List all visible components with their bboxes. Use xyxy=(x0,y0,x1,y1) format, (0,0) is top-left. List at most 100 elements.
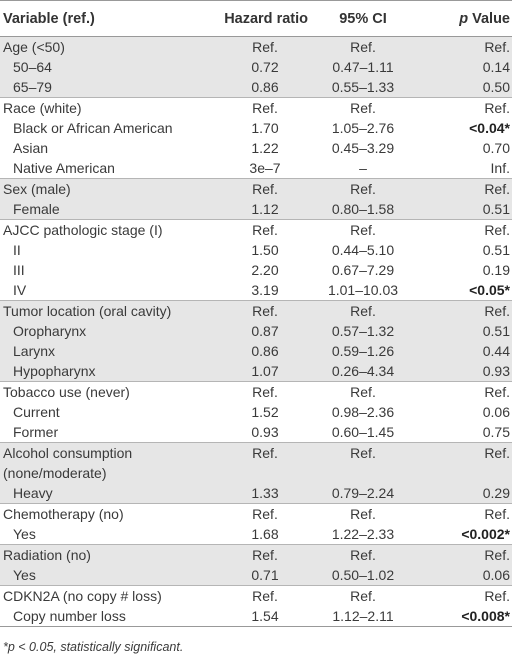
table-row: Asian 1.22 0.45–3.29 0.70 xyxy=(0,138,512,158)
cell-p-value: 0.93 xyxy=(418,361,512,382)
cell-variable: Yes xyxy=(13,526,36,542)
cell-hazard-ratio: 1.07 xyxy=(196,361,308,382)
cell-variable: Yes xyxy=(0,565,196,586)
cell-p-value: 0.51 xyxy=(418,199,512,220)
cell-variable: IV xyxy=(13,282,27,298)
cell-p-value: Ref. xyxy=(418,300,512,321)
cell-ci xyxy=(308,463,418,483)
table-row: Age (<50) Ref. Ref. Ref. xyxy=(0,36,512,57)
table-row: Current 1.52 0.98–2.36 0.06 xyxy=(0,402,512,422)
cell-p-value: 0.51 xyxy=(482,242,510,258)
cell-variable: AJCC pathologic stage (I) xyxy=(0,219,196,240)
cell-variable: Age (<50) xyxy=(0,36,196,57)
cell-variable: (none/moderate) xyxy=(0,463,196,483)
cell-hazard-ratio: 1.22 xyxy=(251,140,279,156)
cell-p-value: 0.19 xyxy=(482,262,510,278)
cell-p-value: 0.70 xyxy=(482,140,510,156)
cell-p-value: Ref. xyxy=(418,544,512,565)
cell-variable: Hypopharynx xyxy=(0,361,196,382)
table-row: CDKN2A (no copy # loss) Ref. Ref. Ref. xyxy=(0,585,512,606)
table-row: Tumor location (oral cavity) Ref. Ref. Ref. xyxy=(0,300,512,321)
cell-p-value: Ref. xyxy=(418,36,512,57)
table-row: (none/moderate) xyxy=(0,463,512,483)
cell-p-value: <0.04* xyxy=(469,120,510,136)
cell-variable: Heavy xyxy=(0,483,196,504)
cell-hazard-ratio: Ref. xyxy=(196,36,308,57)
cell-variable: 50–64 xyxy=(0,57,196,77)
p-letter: p xyxy=(459,10,469,27)
cell-ci: Ref. xyxy=(308,544,418,565)
cell-ci: – xyxy=(359,160,367,176)
table-row: Race (white) Ref. Ref. Ref. xyxy=(0,97,512,118)
cell-ci: Ref. xyxy=(308,97,418,118)
cell-p-value: Ref. xyxy=(418,381,512,402)
cell-ci: 1.05–2.76 xyxy=(331,120,395,136)
cell-variable: Sex (male) xyxy=(0,178,196,199)
table-row: Yes 0.71 0.50–1.02 0.06 xyxy=(0,565,512,586)
cell-hazard-ratio: 1.50 xyxy=(251,242,279,258)
cell-hazard-ratio: 0.93 xyxy=(251,424,279,440)
cell-p-value: 0.29 xyxy=(418,483,512,504)
cell-ci: 0.26–4.34 xyxy=(308,361,418,382)
cell-hazard-ratio: 1.33 xyxy=(196,483,308,504)
cell-ci: Ref. xyxy=(308,442,418,463)
cell-hazard-ratio: Ref. xyxy=(196,178,308,199)
table-row: Female 1.12 0.80–1.58 0.51 xyxy=(0,199,512,220)
cell-variable: Current xyxy=(13,404,60,420)
cell-hazard-ratio: 3e–7 xyxy=(249,160,281,176)
cell-variable: III xyxy=(13,262,25,278)
header-row: Variable (ref.) Hazard ratio 95% CI p Va… xyxy=(0,0,512,37)
cell-variable: Tumor location (oral cavity) xyxy=(0,300,196,321)
cell-ci: 0.45–3.29 xyxy=(331,140,395,156)
table-row: Alcohol consumption Ref. Ref. Ref. xyxy=(0,442,512,463)
cell-variable: Oropharynx xyxy=(0,321,196,341)
table-row: Yes 1.68 1.22–2.33 <0.002* xyxy=(0,524,512,545)
header-ci: 95% CI xyxy=(308,0,418,37)
cell-ci: 1.12–2.11 xyxy=(308,606,418,627)
table-row: 50–64 0.72 0.47–1.11 0.14 xyxy=(0,57,512,77)
cell-p-value: Ref. xyxy=(418,503,512,524)
cell-p-value: Ref. xyxy=(418,442,512,463)
cell-hazard-ratio: 0.71 xyxy=(196,565,308,586)
cell-variable: Tobacco use (never) xyxy=(0,381,196,402)
table-row: Larynx 0.86 0.59–1.26 0.44 xyxy=(0,341,512,361)
cell-ci: 0.67–7.29 xyxy=(331,262,395,278)
cell-hazard-ratio xyxy=(196,463,308,483)
cell-p-value: 0.06 xyxy=(482,404,510,420)
cell-ci: 0.79–2.24 xyxy=(308,483,418,504)
table-row: Radiation (no) Ref. Ref. Ref. xyxy=(0,544,512,565)
cell-hazard-ratio: 0.87 xyxy=(196,321,308,341)
cell-variable: Asian xyxy=(13,140,49,156)
cell-hazard-ratio: 1.68 xyxy=(251,526,279,542)
table-row: IV 3.19 1.01–10.03 <0.05* xyxy=(0,280,512,301)
table-body: Age (<50) Ref. Ref. Ref. 50–64 0.72 0.47–1.11 0… xyxy=(0,36,512,627)
table-row: Former 0.93 0.60–1.45 0.75 xyxy=(0,422,512,443)
cell-p-value: <0.002* xyxy=(461,526,510,542)
cell-variable: Former xyxy=(13,424,59,440)
cell-p-value: Ref. xyxy=(418,178,512,199)
cell-p-value: 0.14 xyxy=(418,57,512,77)
cell-ci: Ref. xyxy=(308,503,418,524)
cell-p-value: Ref. xyxy=(418,219,512,240)
cell-ci: Ref. xyxy=(308,300,418,321)
cell-p-value: <0.008* xyxy=(418,606,512,627)
cell-hazard-ratio: 2.20 xyxy=(251,262,279,278)
cell-ci: 1.01–10.03 xyxy=(327,282,399,298)
cell-p-value: <0.05* xyxy=(469,282,510,298)
cell-ci: 0.55–1.33 xyxy=(308,77,418,98)
cell-hazard-ratio: 1.52 xyxy=(251,404,279,420)
cell-hazard-ratio: 0.86 xyxy=(196,341,308,361)
cell-ci: 0.50–1.02 xyxy=(308,565,418,586)
table-row: Copy number loss 1.54 1.12–2.11 <0.008* xyxy=(0,606,512,627)
header-p-value: p Value xyxy=(418,0,512,37)
table-row: Sex (male) Ref. Ref. Ref. xyxy=(0,178,512,199)
footnote: *p < 0.05, statistically significant. xyxy=(3,640,184,654)
cell-ci: Ref. xyxy=(308,36,418,57)
cell-hazard-ratio: Ref. xyxy=(196,585,308,606)
table-row: Chemotherapy (no) Ref. Ref. Ref. xyxy=(0,503,512,524)
hazard-ratio-table: Variable (ref.) Hazard ratio 95% CI p Va… xyxy=(0,0,512,627)
cell-ci: 0.59–1.26 xyxy=(308,341,418,361)
cell-ci: 0.47–1.11 xyxy=(308,57,418,77)
cell-hazard-ratio: 1.12 xyxy=(196,199,308,220)
cell-hazard-ratio: Ref. xyxy=(196,503,308,524)
